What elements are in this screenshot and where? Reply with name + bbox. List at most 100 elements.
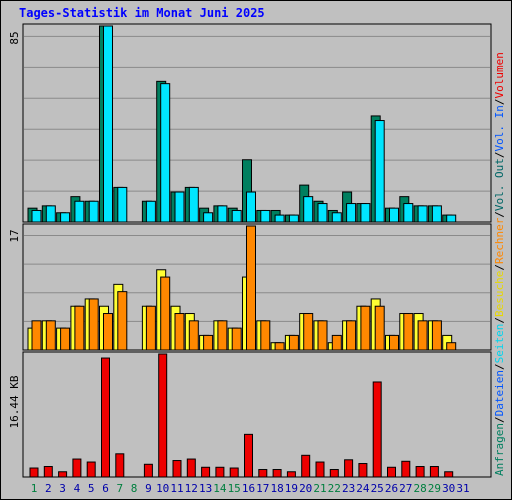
bar-rechner-day-21 [317, 320, 328, 351]
bar-dateien-day-16 [246, 191, 256, 223]
bar-rechner-day-16 [246, 225, 256, 351]
bar-rechner-day-29 [431, 320, 442, 351]
legend-item-14: Volumen [493, 52, 506, 98]
bar-dateien-day-19 [288, 214, 299, 223]
bar-volumen-day-28 [415, 466, 425, 478]
bar-volumen-day-27 [401, 460, 411, 478]
bar-volumen-day-30 [444, 471, 454, 478]
volume-panel: 16.44 KB [8, 351, 492, 478]
bar-volumen-day-25 [372, 381, 382, 478]
bar-dateien-day-12 [188, 186, 199, 223]
bar-rechner-day-17 [260, 320, 271, 351]
bar-dateien-day-28 [417, 205, 428, 223]
legend-item-7: / [493, 264, 506, 271]
bar-dateien-day-13 [203, 212, 214, 223]
x-axis-label-day-10: 10 [156, 482, 169, 495]
legend-item-4: Seiten [493, 324, 506, 364]
bar-dateien-day-1 [31, 209, 42, 223]
y-axis-max-label: 85 [8, 31, 21, 44]
x-axis-label-day-24: 24 [356, 482, 370, 495]
y-axis-max-label: 17 [8, 229, 21, 242]
legend-item-6: Besuche [493, 271, 506, 317]
bar-rechner-day-28 [417, 320, 428, 351]
bar-volumen-day-24 [358, 463, 368, 478]
legend-item-13: / [493, 98, 506, 105]
bar-rechner-day-30 [446, 342, 457, 351]
bar-volumen-day-5 [86, 461, 96, 478]
x-axis-label-day-2: 2 [45, 482, 52, 495]
legend-right: Anfragen/Dateien/Seiten/Besuche/Rechner/… [493, 52, 506, 476]
x-axis-label-day-17: 17 [256, 482, 269, 495]
bar-volumen-day-21 [315, 461, 325, 478]
x-axis-label-day-27: 27 [399, 482, 412, 495]
y-axis-max-label: 16.44 KB [8, 375, 21, 428]
bar-volumen-day-13 [201, 466, 211, 478]
bar-dateien-day-11 [174, 191, 185, 223]
bar-volumen-day-20 [301, 454, 311, 478]
bar-rechner-day-5 [88, 298, 99, 351]
bar-volumen-day-19 [286, 471, 296, 478]
legend-item-2: Dateien [493, 370, 506, 416]
bar-dateien-day-27 [403, 203, 414, 223]
bar-rechner-day-6 [103, 313, 113, 351]
bar-volumen-day-2 [43, 466, 53, 478]
x-axis-label-day-7: 7 [116, 482, 123, 495]
bar-rechner-day-18 [274, 342, 285, 351]
legend-item-0: Anfragen [493, 423, 506, 476]
bar-volumen-day-18 [272, 469, 282, 478]
bar-volumen-day-1 [29, 467, 39, 478]
x-axis-label-day-25: 25 [371, 482, 384, 495]
chart-title: Tages-Statistik im Monat Juni 2025 [19, 6, 265, 20]
bar-volumen-day-16 [244, 433, 253, 478]
bar-rechner-day-12 [188, 320, 199, 351]
bar-rechner-day-11 [174, 313, 185, 351]
x-axis-label-day-5: 5 [88, 482, 95, 495]
bar-dateien-day-30 [446, 214, 457, 223]
bar-rechner-day-4 [74, 305, 85, 351]
bar-dateien-day-10 [160, 83, 171, 223]
bar-volumen-day-7 [115, 453, 125, 478]
legend-item-8: Rechner [493, 217, 506, 264]
bar-volumen-day-29 [429, 466, 439, 478]
bar-rechner-day-22 [331, 334, 342, 351]
x-axis-label-day-28: 28 [413, 482, 426, 495]
x-axis-label-day-31: 31 [456, 482, 469, 495]
bar-rechner-day-1 [31, 320, 42, 351]
legend-item-9: / [493, 211, 506, 218]
bar-rechner-day-26 [389, 334, 399, 351]
bar-volumen-day-10 [158, 353, 168, 478]
bar-dateien-day-23 [346, 203, 357, 223]
bar-rechner-day-2 [45, 320, 56, 351]
bar-dateien-day-9 [145, 200, 156, 223]
bar-rechner-day-24 [360, 305, 371, 351]
bar-volumen-day-12 [186, 458, 196, 478]
x-axis-label-day-22: 22 [328, 482, 341, 495]
bar-dateien-day-4 [74, 200, 85, 223]
x-axis-label-day-29: 29 [428, 482, 441, 495]
x-axis-label-day-8: 8 [131, 482, 138, 495]
bar-dateien-day-26 [389, 207, 399, 223]
hits-panel: 85 [8, 23, 492, 223]
legend-item-3: / [493, 363, 506, 370]
bar-rechner-day-10 [160, 276, 171, 351]
bar-dateien-day-29 [431, 205, 442, 223]
x-axis-label-day-19: 19 [285, 482, 298, 495]
x-axis-label-day-9: 9 [145, 482, 152, 495]
x-axis-label-day-13: 13 [199, 482, 212, 495]
bar-dateien-day-22 [331, 212, 342, 223]
legend-item-5: / [493, 317, 506, 324]
bar-volumen-day-17 [258, 469, 268, 478]
x-axis-label-day-21: 21 [313, 482, 326, 495]
x-axis-label-day-6: 6 [102, 482, 109, 495]
bar-rechner-day-14 [217, 320, 228, 351]
x-axis-label-day-11: 11 [170, 482, 183, 495]
bar-volumen-day-3 [58, 471, 68, 478]
bar-dateien-day-25 [374, 120, 385, 223]
x-axis-label-day-4: 4 [74, 482, 81, 495]
bar-dateien-day-2 [45, 205, 56, 223]
bar-volumen-day-23 [344, 459, 354, 478]
bar-rechner-day-9 [145, 305, 156, 351]
visits-panel: 17 [8, 223, 492, 351]
x-axis-label-day-15: 15 [228, 482, 241, 495]
bar-volumen-day-9 [143, 463, 153, 478]
